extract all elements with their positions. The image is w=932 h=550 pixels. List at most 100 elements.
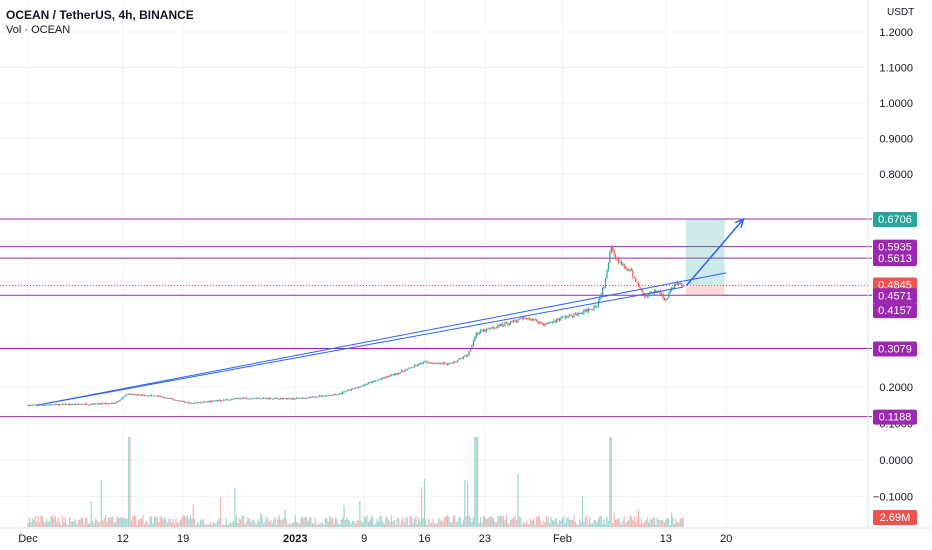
volume-bar bbox=[44, 522, 46, 527]
candle-body bbox=[393, 373, 395, 376]
candle-body bbox=[287, 398, 289, 400]
candle-body bbox=[475, 333, 477, 338]
candle-body bbox=[119, 399, 121, 401]
candle-body bbox=[336, 394, 338, 396]
symbol-title[interactable]: OCEAN / TetherUS, 4h, BINANCE bbox=[6, 8, 194, 22]
candle-body bbox=[546, 323, 548, 325]
candle-body bbox=[169, 398, 171, 399]
candle-body bbox=[342, 391, 344, 394]
candle-body bbox=[469, 349, 472, 352]
volume-bar bbox=[393, 520, 395, 527]
candle-body bbox=[392, 374, 394, 376]
volume-bar bbox=[671, 512, 673, 527]
volume-bar bbox=[488, 517, 490, 527]
volume-bar bbox=[564, 523, 566, 527]
candle-body bbox=[138, 394, 140, 395]
volume-bar bbox=[84, 518, 87, 527]
candle-body bbox=[90, 404, 92, 406]
candle-body bbox=[500, 323, 502, 327]
volume-bar bbox=[369, 519, 371, 527]
candle-body bbox=[254, 398, 256, 400]
volume-bar bbox=[153, 516, 156, 527]
candle-body bbox=[609, 251, 611, 263]
volume-bar bbox=[261, 515, 263, 527]
candle-body bbox=[504, 322, 506, 326]
candle-body bbox=[333, 394, 335, 396]
candle-body bbox=[46, 404, 48, 406]
candle-body bbox=[102, 403, 104, 405]
volume-bar bbox=[79, 519, 81, 527]
volume-bar bbox=[218, 518, 220, 527]
candle-body bbox=[488, 328, 490, 330]
volume-bar bbox=[353, 520, 355, 527]
candle-body bbox=[283, 398, 285, 400]
candle-body bbox=[577, 313, 579, 316]
y-tick-label: 0.2000 bbox=[879, 382, 913, 394]
candle-body bbox=[525, 317, 528, 319]
volume-bar bbox=[541, 524, 543, 527]
candle-body bbox=[612, 246, 614, 251]
candle-body bbox=[490, 328, 492, 330]
candle-body bbox=[241, 398, 243, 399]
volume-bar bbox=[138, 520, 140, 527]
volume-bar bbox=[627, 519, 630, 527]
candle-body bbox=[306, 398, 308, 399]
candle-body bbox=[248, 398, 250, 400]
candle-body bbox=[459, 358, 462, 360]
volume-bar bbox=[521, 524, 523, 527]
candle-body bbox=[376, 380, 378, 381]
candle-body bbox=[129, 393, 131, 395]
volume-bar bbox=[395, 524, 397, 527]
volume-bar bbox=[528, 524, 530, 527]
volume-bar bbox=[356, 520, 358, 527]
volume-bar bbox=[436, 523, 439, 527]
volume-bar bbox=[383, 524, 385, 527]
volume-bar bbox=[245, 521, 247, 527]
volume-bar bbox=[389, 522, 391, 527]
volume-bar bbox=[267, 518, 269, 527]
volume-bar bbox=[119, 518, 121, 527]
candle-body bbox=[538, 321, 541, 324]
candle-body bbox=[54, 404, 56, 405]
volume-bar bbox=[54, 516, 56, 527]
volume-bar bbox=[399, 524, 401, 527]
candle-body bbox=[204, 401, 206, 403]
candle-body bbox=[33, 404, 35, 406]
volume-bar bbox=[669, 524, 671, 527]
x-tick-label: 13 bbox=[660, 533, 672, 545]
volume-bar bbox=[439, 521, 441, 527]
volume-bar bbox=[478, 523, 480, 527]
volume-bar bbox=[432, 518, 434, 527]
candle-body bbox=[442, 362, 444, 364]
volume-bar bbox=[505, 515, 508, 527]
candle-body bbox=[146, 395, 148, 397]
candle-body bbox=[319, 395, 321, 397]
candle-body bbox=[593, 306, 595, 309]
x-tick-label: 16 bbox=[418, 533, 430, 545]
candle-body bbox=[643, 293, 645, 297]
volume-bar bbox=[237, 523, 239, 527]
volume-bar bbox=[681, 518, 683, 527]
volume-bar bbox=[326, 517, 328, 527]
volume-bar bbox=[561, 517, 564, 527]
candle-body bbox=[583, 310, 585, 314]
volume-bar bbox=[445, 515, 447, 527]
volume-bar bbox=[199, 519, 201, 527]
volume-bar bbox=[343, 504, 345, 527]
volume-bar bbox=[354, 523, 357, 527]
candle-body bbox=[196, 402, 199, 404]
volume-bar bbox=[616, 519, 618, 527]
volume-bar bbox=[500, 515, 502, 527]
volume-bar bbox=[56, 522, 58, 527]
candle-body bbox=[329, 395, 331, 396]
price-badge-label: 0.3079 bbox=[878, 344, 912, 356]
candle-body bbox=[362, 385, 364, 387]
volume-bar bbox=[212, 522, 214, 527]
volume-bar bbox=[357, 520, 360, 527]
volume-bar bbox=[416, 523, 418, 527]
candle-body bbox=[439, 362, 441, 364]
volume-bar bbox=[63, 522, 65, 527]
volume-legend[interactable]: Vol · OCEAN bbox=[6, 24, 71, 36]
volume-bar bbox=[596, 522, 598, 527]
volume-bar bbox=[53, 519, 55, 527]
